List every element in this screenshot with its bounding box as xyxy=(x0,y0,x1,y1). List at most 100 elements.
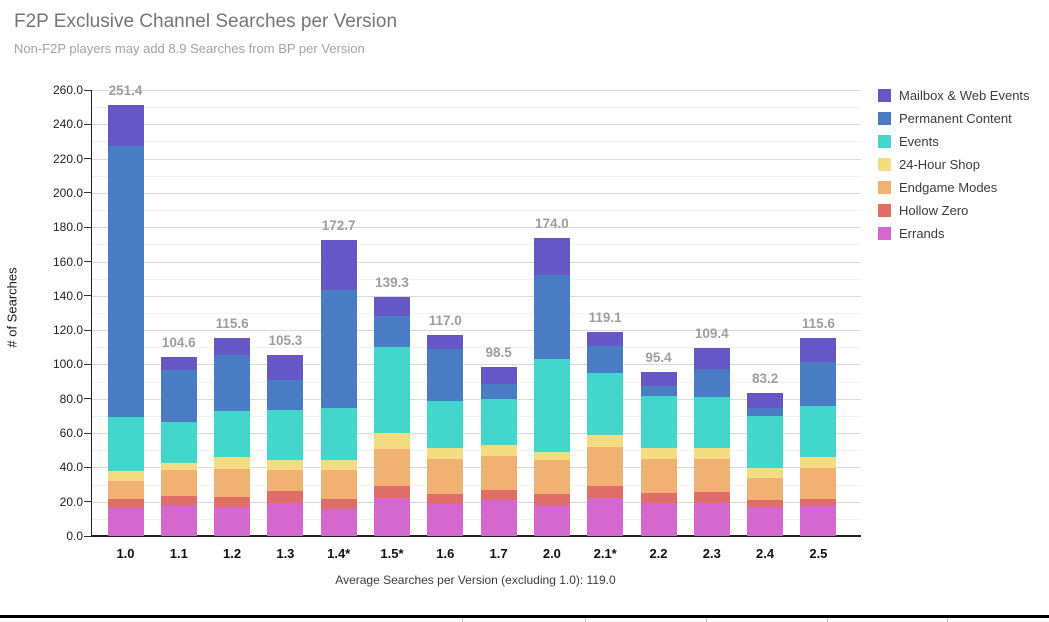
legend-item-errands[interactable]: Errands xyxy=(878,222,1030,245)
bar-segment-permanent-content[interactable] xyxy=(214,354,251,411)
bar-segment-events[interactable] xyxy=(747,416,784,468)
legend-item-hollow-zero[interactable]: Hollow Zero xyxy=(878,199,1030,222)
bar-segment-24-hour-shop[interactable] xyxy=(320,459,357,470)
bar-segment-events[interactable] xyxy=(693,396,730,448)
bar-segment-hollow-zero[interactable] xyxy=(427,494,464,504)
bar-segment-mailbox-web-events[interactable] xyxy=(427,335,464,350)
bar-segment-events[interactable] xyxy=(160,421,197,463)
bar-segment-mailbox-web-events[interactable] xyxy=(533,237,570,275)
bar-segment-mailbox-web-events[interactable] xyxy=(693,348,730,370)
bar-segment-events[interactable] xyxy=(107,416,144,472)
bar-segment-endgame-modes[interactable] xyxy=(267,470,304,492)
bar-segment-hollow-zero[interactable] xyxy=(480,490,517,501)
bar-segment-endgame-modes[interactable] xyxy=(480,456,517,491)
bar-segment-errands[interactable] xyxy=(160,505,197,536)
bar-segment-mailbox-web-events[interactable] xyxy=(320,239,357,290)
bar-segment-errands[interactable] xyxy=(107,507,144,536)
legend-item-permanent-content[interactable]: Permanent Content xyxy=(878,107,1030,130)
bar-segment-permanent-content[interactable] xyxy=(480,384,517,399)
bar-segment-errands[interactable] xyxy=(320,508,357,536)
bar-segment-endgame-modes[interactable] xyxy=(107,480,144,499)
bar-segment-errands[interactable] xyxy=(427,503,464,536)
bar-segment-errands[interactable] xyxy=(480,500,517,536)
bar-segment-hollow-zero[interactable] xyxy=(374,486,410,498)
bar-segment-endgame-modes[interactable] xyxy=(747,477,784,501)
bar-segment-mailbox-web-events[interactable] xyxy=(640,372,677,387)
bar-segment-errands[interactable] xyxy=(214,506,251,536)
bar-segment-hollow-zero[interactable] xyxy=(693,492,730,503)
bar-segment-events[interactable] xyxy=(427,400,464,448)
bar-segment-24-hour-shop[interactable] xyxy=(800,456,837,468)
bar-segment-events[interactable] xyxy=(374,346,410,433)
bar-segment-24-hour-shop[interactable] xyxy=(267,460,304,471)
bar-segment-events[interactable] xyxy=(267,409,304,461)
bar-segment-errands[interactable] xyxy=(747,506,784,536)
bar-segment-24-hour-shop[interactable] xyxy=(587,434,624,447)
legend-item-mailbox-web-events[interactable]: Mailbox & Web Events xyxy=(878,84,1030,107)
bar-segment-permanent-content[interactable] xyxy=(267,379,304,410)
bar-segment-24-hour-shop[interactable] xyxy=(533,452,570,461)
bar-segment-24-hour-shop[interactable] xyxy=(374,432,410,449)
bar-segment-errands[interactable] xyxy=(533,504,570,536)
bar-segment-permanent-content[interactable] xyxy=(427,349,464,401)
bar-segment-24-hour-shop[interactable] xyxy=(160,462,197,471)
bar-segment-errands[interactable] xyxy=(587,497,624,536)
bar-segment-permanent-content[interactable] xyxy=(747,408,784,417)
bar-segment-24-hour-shop[interactable] xyxy=(747,467,784,478)
bar-segment-events[interactable] xyxy=(587,373,624,435)
bar-segment-endgame-modes[interactable] xyxy=(640,458,677,493)
bar-segment-24-hour-shop[interactable] xyxy=(480,444,517,457)
bar-segment-permanent-content[interactable] xyxy=(800,362,837,406)
bar-segment-24-hour-shop[interactable] xyxy=(214,457,251,469)
bar-segment-endgame-modes[interactable] xyxy=(374,448,410,487)
bar-segment-permanent-content[interactable] xyxy=(587,345,624,374)
bar-segment-24-hour-shop[interactable] xyxy=(640,447,677,459)
bar-segment-permanent-content[interactable] xyxy=(374,316,410,347)
bar-segment-mailbox-web-events[interactable] xyxy=(267,355,304,380)
bar-segment-events[interactable] xyxy=(533,358,570,453)
bar-segment-errands[interactable] xyxy=(693,502,730,536)
legend-item-24-hour-shop[interactable]: 24-Hour Shop xyxy=(878,153,1030,176)
bar-segment-permanent-content[interactable] xyxy=(107,145,144,417)
bar-segment-errands[interactable] xyxy=(800,505,837,536)
bar-segment-endgame-modes[interactable] xyxy=(533,460,570,495)
bar-segment-hollow-zero[interactable] xyxy=(747,500,784,507)
bar-segment-permanent-content[interactable] xyxy=(693,369,730,397)
bar-segment-permanent-content[interactable] xyxy=(533,274,570,359)
bar-segment-24-hour-shop[interactable] xyxy=(693,447,730,459)
bar-segment-events[interactable] xyxy=(640,396,677,448)
bar-segment-events[interactable] xyxy=(800,405,837,457)
bar-segment-hollow-zero[interactable] xyxy=(160,495,197,506)
bar-segment-endgame-modes[interactable] xyxy=(160,470,197,496)
bar-segment-mailbox-web-events[interactable] xyxy=(160,356,197,371)
bar-segment-mailbox-web-events[interactable] xyxy=(480,367,517,384)
bar-segment-errands[interactable] xyxy=(640,502,677,536)
bar-segment-errands[interactable] xyxy=(374,497,410,536)
bar-segment-endgame-modes[interactable] xyxy=(320,469,357,500)
bar-segment-mailbox-web-events[interactable] xyxy=(107,104,144,146)
bar-segment-hollow-zero[interactable] xyxy=(587,485,624,498)
bar-segment-hollow-zero[interactable] xyxy=(320,499,357,509)
bar-segment-mailbox-web-events[interactable] xyxy=(800,337,837,363)
bar-segment-permanent-content[interactable] xyxy=(160,370,197,422)
bar-segment-endgame-modes[interactable] xyxy=(427,458,464,495)
bar-segment-24-hour-shop[interactable] xyxy=(427,447,464,459)
bar-segment-mailbox-web-events[interactable] xyxy=(747,393,784,409)
bar-segment-events[interactable] xyxy=(214,410,251,458)
bar-segment-permanent-content[interactable] xyxy=(320,290,357,408)
bar-segment-endgame-modes[interactable] xyxy=(587,446,624,486)
legend-item-endgame-modes[interactable]: Endgame Modes xyxy=(878,176,1030,199)
bar-segment-endgame-modes[interactable] xyxy=(800,467,837,499)
bar-segment-events[interactable] xyxy=(480,398,517,445)
bar-segment-hollow-zero[interactable] xyxy=(640,492,677,503)
bar-segment-24-hour-shop[interactable] xyxy=(107,471,144,481)
bar-segment-hollow-zero[interactable] xyxy=(267,491,304,503)
bar-segment-hollow-zero[interactable] xyxy=(800,498,837,506)
bar-segment-endgame-modes[interactable] xyxy=(214,468,251,497)
bar-segment-hollow-zero[interactable] xyxy=(107,498,144,508)
bar-segment-hollow-zero[interactable] xyxy=(533,494,570,505)
bar-segment-mailbox-web-events[interactable] xyxy=(214,337,251,355)
bar-segment-hollow-zero[interactable] xyxy=(214,496,251,507)
bar-segment-errands[interactable] xyxy=(267,502,304,536)
bar-segment-events[interactable] xyxy=(320,407,357,460)
